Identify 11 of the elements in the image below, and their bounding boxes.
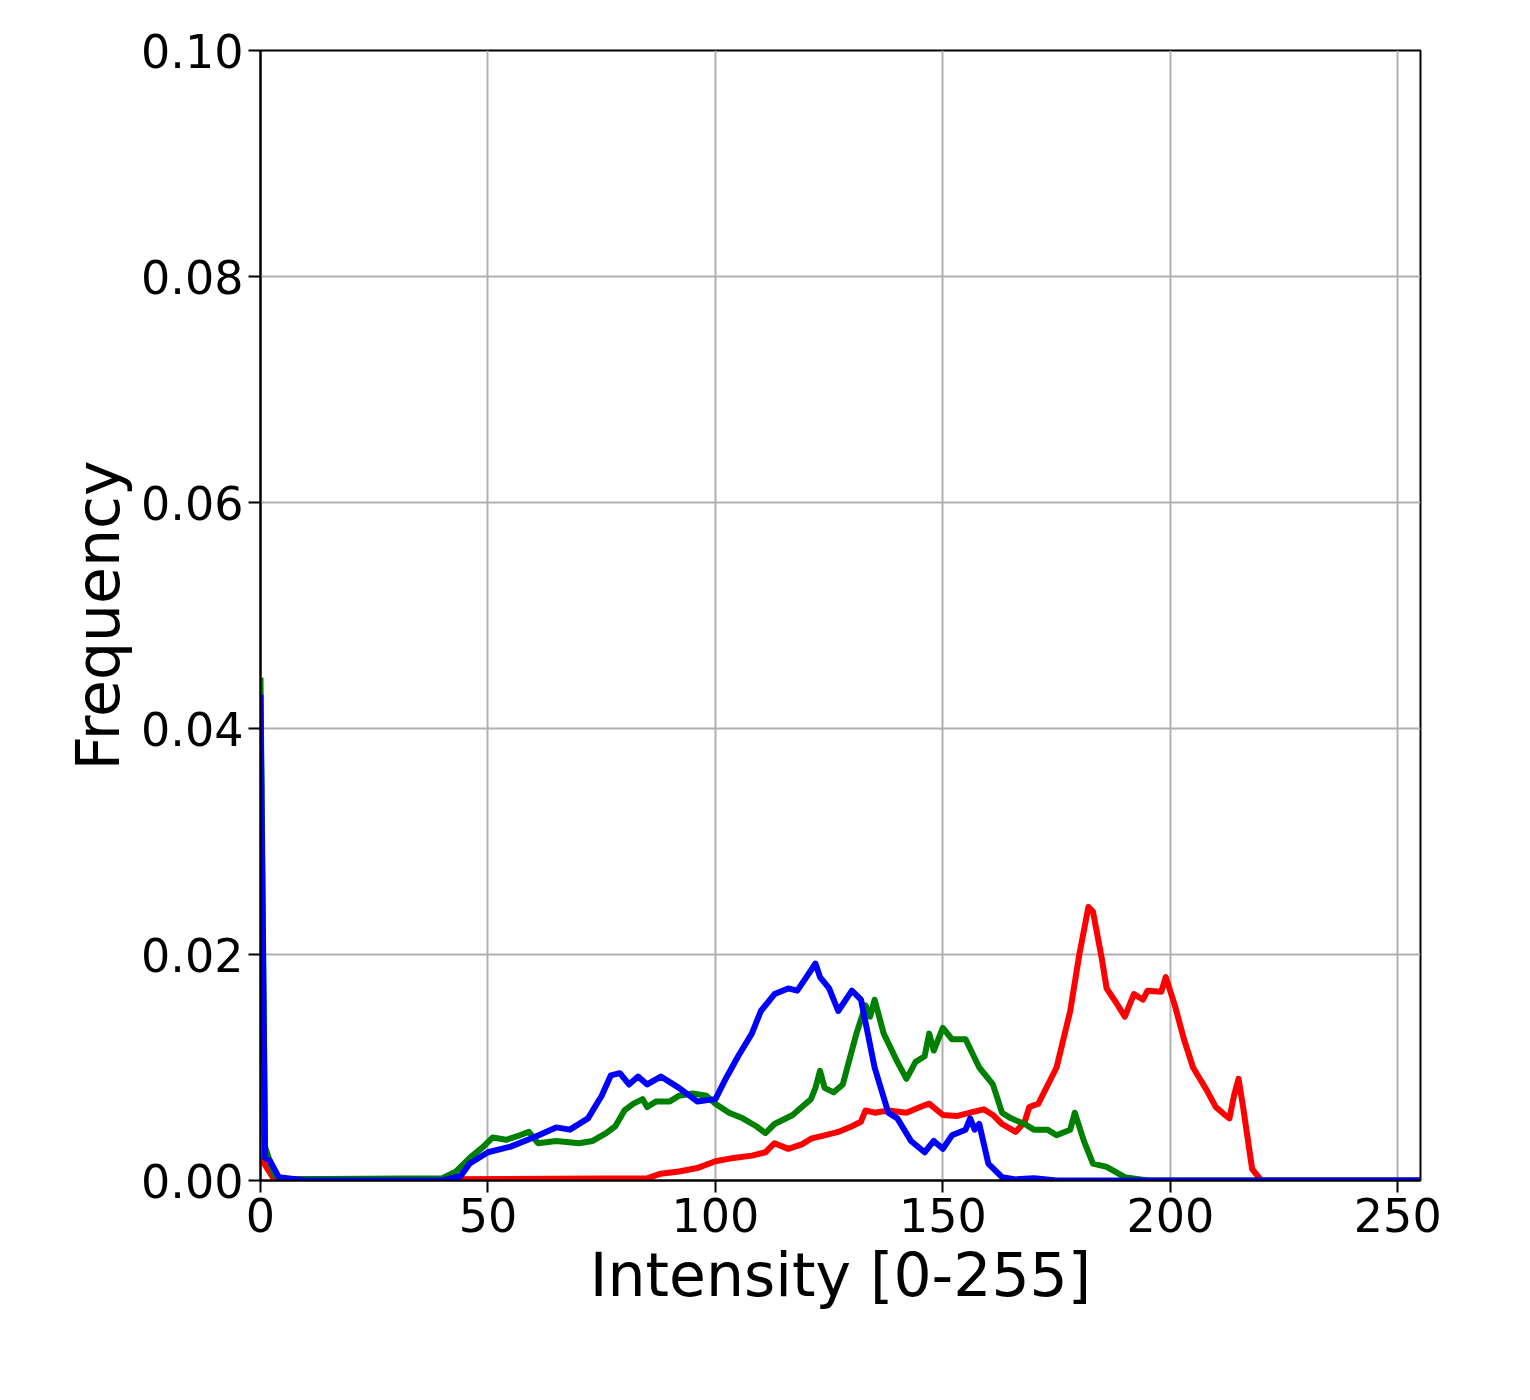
x-tick-label: 50 bbox=[458, 1188, 518, 1243]
y-tick-label: 0.06 bbox=[141, 476, 244, 531]
y-tick-label: 0.04 bbox=[141, 702, 244, 757]
y-axis-title: Frequency bbox=[63, 460, 134, 771]
y-tick-label: 0.08 bbox=[141, 250, 244, 305]
x-tick-label: 250 bbox=[1353, 1188, 1442, 1243]
x-tick-label: 200 bbox=[1126, 1188, 1215, 1243]
y-tick-label: 0.10 bbox=[141, 24, 244, 79]
y-tick-label: 0.02 bbox=[141, 928, 244, 983]
y-tick-label: 0.00 bbox=[141, 1154, 244, 1209]
x-tick-label: 0 bbox=[245, 1188, 276, 1243]
